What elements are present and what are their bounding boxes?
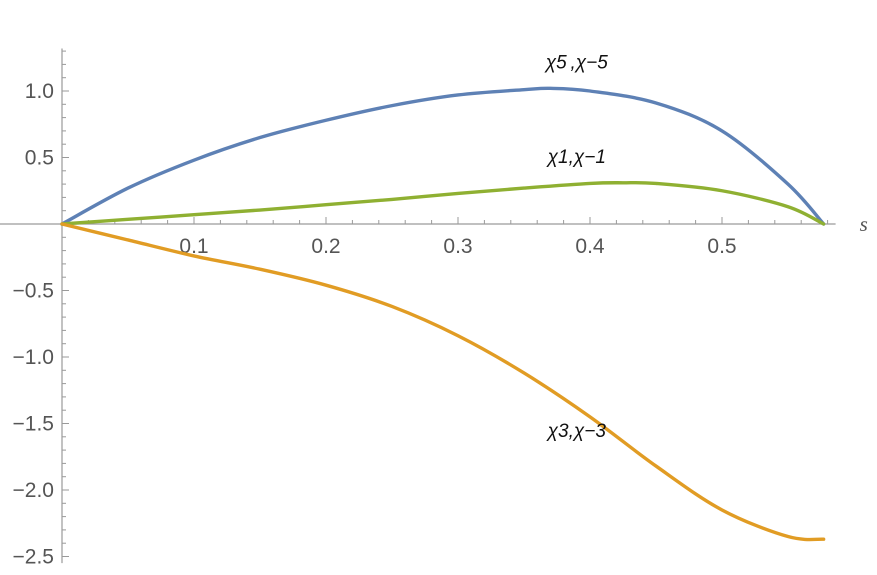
x-tick-label: 0.2: [311, 235, 340, 258]
y-tick-label: 1.0: [25, 80, 54, 103]
axes: 0.1 0.2 0.3 0.4 0.5 1.0 0.5 −0.5 −1.0 −1.5 −2.0 −2.…: [0, 48, 868, 569]
y-tick-label: −2.5: [13, 546, 54, 569]
y-tick-label: −2.0: [13, 479, 54, 502]
series-line-2: [60, 180, 826, 226]
labels-layer: χ5 ,χ−5 χ1,χ−1 χ3,χ−3: [544, 52, 608, 441]
curve-label-1: χ5 ,χ−5: [544, 52, 608, 73]
series-layer: [60, 86, 826, 542]
y-tick-label: −1.5: [13, 413, 54, 436]
x-axis-title: s: [860, 212, 868, 236]
x-tick-label: 0.4: [575, 235, 605, 258]
x-tick-label: 0.1: [179, 235, 208, 258]
x-tick-label: 0.5: [707, 235, 736, 258]
x-tick-label: 0.3: [443, 235, 472, 258]
y-tick-label: −0.5: [13, 280, 54, 303]
curve-label-2: χ1,χ−1: [546, 147, 606, 168]
y-tick-label: 0.5: [25, 147, 54, 170]
y-tick-label: −1.0: [13, 346, 54, 369]
curve-label-3: χ3,χ−3: [546, 421, 607, 442]
series-line-3: [60, 222, 826, 542]
series-line-1: [60, 86, 826, 226]
